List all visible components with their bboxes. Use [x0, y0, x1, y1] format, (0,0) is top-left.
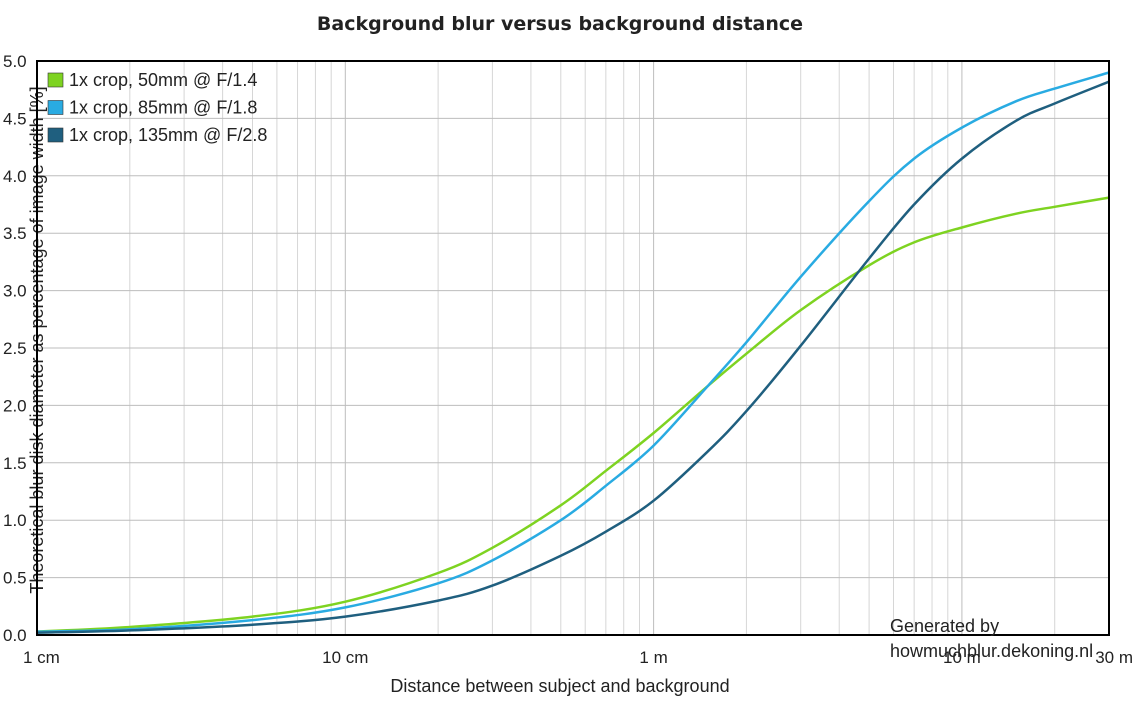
- plot-frame: [36, 60, 1110, 636]
- legend: 1x crop, 50mm @ F/1.4 1x crop, 85mm @ F/1…: [47, 70, 267, 145]
- y-tick-label: 5.0: [3, 52, 27, 71]
- legend-label-1: 1x crop, 50mm @ F/1.4: [69, 70, 257, 90]
- x-tick-labels: 1 cm 10 cm 1 m 10 m 30 m: [23, 648, 1133, 667]
- y-tick-label: 2.5: [3, 339, 27, 358]
- series-line-3: [36, 80, 1110, 634]
- x-tick-label: 1 cm: [23, 648, 60, 667]
- y-tick-label: 4.0: [3, 167, 27, 186]
- series-line-2: [36, 71, 1110, 633]
- credit-line-2: howmuchblur.dekoning.nl: [890, 641, 1093, 661]
- series-line-1: [36, 196, 1110, 633]
- y-tick-label: 2.0: [3, 396, 27, 415]
- y-tick-label: 1.5: [3, 454, 27, 473]
- chart-title: Background blur versus background distan…: [317, 13, 803, 35]
- legend-label-3: 1x crop, 135mm @ F/2.8: [69, 125, 267, 145]
- grid: [37, 61, 1109, 635]
- x-tick-label: 1 m: [639, 648, 667, 667]
- series-group: [36, 71, 1110, 634]
- y-tick-label: 0.5: [3, 569, 27, 588]
- legend-swatch-1: [47, 72, 64, 88]
- legend-label-2: 1x crop, 85mm @ F/1.8: [69, 98, 257, 118]
- legend-swatch-2: [47, 100, 64, 115]
- x-tick-label: 30 m: [1095, 648, 1133, 667]
- x-axis-label: Distance between subject and background: [390, 676, 729, 696]
- legend-swatch-3: [47, 127, 64, 143]
- y-tick-label: 3.0: [3, 282, 27, 301]
- x-tick-label: 10 cm: [322, 648, 368, 667]
- x-tick-label: 10 m: [943, 648, 981, 667]
- y-tick-label: 3.5: [3, 224, 27, 243]
- y-tick-labels: 0.0 0.5 1.0 1.5 2.0 2.5 3.0 3.5 4.0 4.5 5.0: [3, 52, 27, 645]
- y-tick-label: 1.0: [3, 511, 27, 530]
- y-tick-label: 0.0: [3, 626, 27, 645]
- credit-line-1: Generated by: [890, 616, 999, 636]
- y-tick-label: 4.5: [3, 109, 27, 128]
